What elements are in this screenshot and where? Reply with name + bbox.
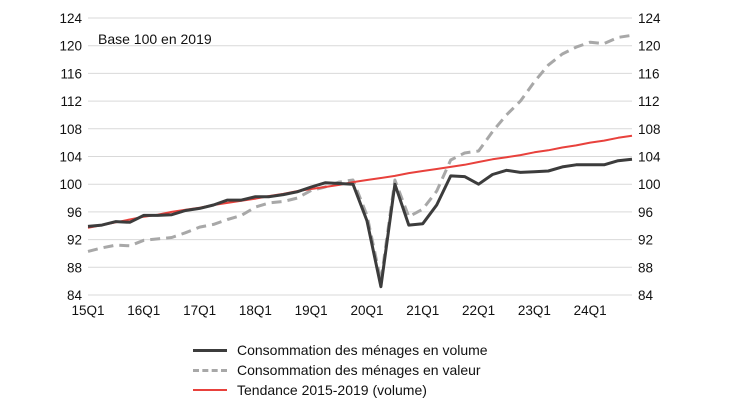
- y-axis-right: 84 88 92 96 100 104 108 112 116 120 124: [638, 11, 661, 303]
- x-tick-label: 17Q1: [183, 303, 216, 318]
- x-tick-label: 23Q1: [518, 303, 551, 318]
- y-tick-label-right: 84: [638, 288, 654, 303]
- gridlines: [88, 17, 632, 296]
- x-tick-label: 24Q1: [574, 303, 607, 318]
- legend-item-volume: Consommation des ménages en volume: [193, 340, 488, 360]
- legend-item-value: Consommation des ménages en valeur: [193, 360, 488, 380]
- y-tick-label-right: 108: [638, 122, 661, 137]
- x-tick-label: 19Q1: [295, 303, 328, 318]
- y-tick-label-left: 120: [59, 39, 82, 54]
- y-axis-left: 84 88 92 96 100 104 108 112 116 120 124: [59, 11, 82, 303]
- x-tick-label: 22Q1: [462, 303, 495, 318]
- legend-swatch-volume: [193, 348, 227, 352]
- x-tick-label: 18Q1: [239, 303, 272, 318]
- y-tick-label-left: 112: [60, 94, 82, 109]
- legend-label-volume: Consommation des ménages en volume: [237, 342, 488, 358]
- y-tick-label-left: 124: [59, 11, 82, 26]
- x-tick-label: 15Q1: [71, 303, 104, 318]
- legend-label-value: Consommation des ménages en valeur: [237, 362, 481, 378]
- y-tick-label-right: 100: [638, 177, 661, 192]
- y-tick-label-left: 84: [67, 288, 83, 303]
- series-line-1: [87, 33, 633, 283]
- y-tick-label-left: 104: [59, 150, 82, 165]
- y-tick-label-left: 116: [60, 66, 82, 81]
- series-lines: [87, 33, 633, 289]
- y-tick-label-left: 92: [67, 233, 82, 248]
- y-tick-label-right: 112: [638, 94, 660, 109]
- legend-swatch-value: [193, 368, 227, 372]
- x-tick-label: 21Q1: [406, 303, 439, 318]
- x-axis: 15Q1 16Q1 17Q1 18Q1 19Q1 20Q1 21Q1 22Q1 23Q1 24Q1: [71, 303, 606, 318]
- legend-label-trend: Tendance 2015-2019 (volume): [237, 382, 427, 398]
- x-tick-label: 20Q1: [350, 303, 383, 318]
- y-tick-label-left: 96: [67, 205, 82, 220]
- y-tick-label-left: 100: [59, 177, 82, 192]
- chart-annotation: Base 100 en 2019: [98, 31, 212, 47]
- series-line-0: [87, 157, 633, 289]
- legend-swatch-trend: [193, 389, 227, 391]
- y-tick-label-left: 88: [67, 260, 82, 275]
- y-tick-label-right: 96: [638, 205, 653, 220]
- y-tick-label-right: 124: [638, 11, 661, 26]
- series-line-2: [87, 134, 633, 229]
- legend: Consommation des ménages en volume Conso…: [193, 340, 488, 400]
- y-tick-label-left: 108: [59, 122, 82, 137]
- legend-item-trend: Tendance 2015-2019 (volume): [193, 380, 488, 400]
- chart: 84 88 92 96 100 104 108 112 116 120 124 84 88 92 96 10…: [59, 11, 661, 318]
- x-tick-label: 16Q1: [127, 303, 160, 318]
- y-tick-label-right: 88: [638, 260, 653, 275]
- y-tick-label-right: 120: [638, 39, 661, 54]
- y-tick-label-right: 116: [638, 66, 660, 81]
- y-tick-label-right: 104: [638, 150, 661, 165]
- y-tick-label-right: 92: [638, 233, 653, 248]
